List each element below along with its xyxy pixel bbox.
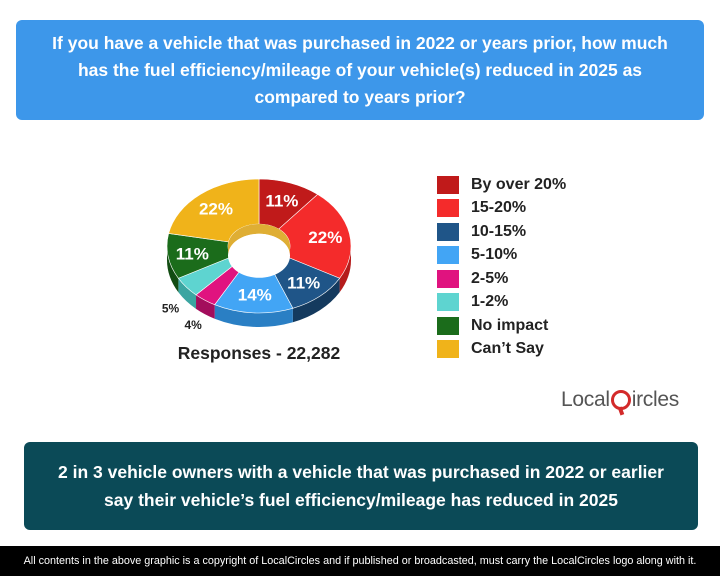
- legend-item: 5-10%: [437, 244, 566, 268]
- legend-label: Can’t Say: [471, 340, 544, 358]
- legend-item: By over 20%: [437, 173, 566, 197]
- legend-swatch: [437, 269, 459, 288]
- donut-side-4: [196, 294, 215, 319]
- legend-item: 10-15%: [437, 220, 566, 244]
- slice-value-label: 4%: [184, 318, 202, 332]
- localcircles-logo: Local ircles: [561, 388, 679, 412]
- finding-text: 2 in 3 vehicle owners with a vehicle tha…: [58, 462, 664, 510]
- slice-value-label: 11%: [265, 191, 298, 210]
- donut-chart: 11% 22% 11% 14% 4% 5% 11% 22%: [162, 178, 352, 332]
- finding-banner: 2 in 3 vehicle owners with a vehicle tha…: [24, 442, 698, 530]
- donut-side-5: [178, 278, 197, 309]
- legend-swatch: [437, 246, 459, 265]
- donut-side-2: [292, 278, 340, 323]
- footer-text: All contents in the above graphic is a c…: [23, 555, 697, 567]
- legend-label: 2-5%: [471, 269, 509, 287]
- slice-value-label: 22%: [199, 200, 233, 219]
- logo-text-circles: ircles: [631, 388, 680, 411]
- donut-hole: [228, 233, 290, 278]
- legend-item: No impact: [437, 314, 566, 338]
- donut-side-3: [214, 304, 293, 327]
- legend-swatch: [437, 293, 459, 312]
- donut-side-1: [339, 246, 351, 293]
- slice-value-label: 11%: [287, 273, 320, 292]
- legend-swatch: [437, 199, 459, 218]
- logo-text-local: Local: [561, 388, 610, 411]
- responses-count: Responses - 22,282: [177, 343, 341, 363]
- legend-label: 5-10%: [471, 246, 518, 264]
- question-banner: If you have a vehicle that was purchased…: [16, 20, 704, 120]
- logo-pin-icon: [610, 390, 631, 410]
- legend-label: 10-15%: [471, 222, 527, 240]
- donut-hole-wall: [228, 224, 290, 256]
- slice-value-label: 5%: [162, 301, 180, 315]
- legend-label: 1-2%: [471, 293, 509, 311]
- legend-swatch: [437, 222, 459, 241]
- donut-side-6: [167, 246, 179, 293]
- legend-swatch: [437, 316, 459, 335]
- slice-value-label: 11%: [176, 245, 209, 264]
- legend-label: By over 20%: [471, 175, 567, 193]
- donut-side-walls: [167, 246, 351, 327]
- slice-value-label: 14%: [238, 285, 272, 304]
- legend-item: 1-2%: [437, 291, 566, 315]
- legend-swatch: [437, 340, 459, 359]
- legend-item: 15-20%: [437, 197, 566, 221]
- legend-label: No impact: [471, 316, 549, 334]
- chart-legend: By over 20% 15-20% 10-15% 5-10% 2-5% 1-2% No i…: [437, 173, 566, 361]
- legend-item: 2-5%: [437, 267, 566, 291]
- question-text: If you have a vehicle that was purchased…: [52, 32, 668, 107]
- legend-swatch: [437, 175, 459, 194]
- slice-value-label: 22%: [308, 228, 342, 247]
- copyright-footer: All contents in the above graphic is a c…: [0, 546, 720, 576]
- legend-item: Can’t Say: [437, 338, 566, 362]
- legend-label: 15-20%: [471, 199, 527, 217]
